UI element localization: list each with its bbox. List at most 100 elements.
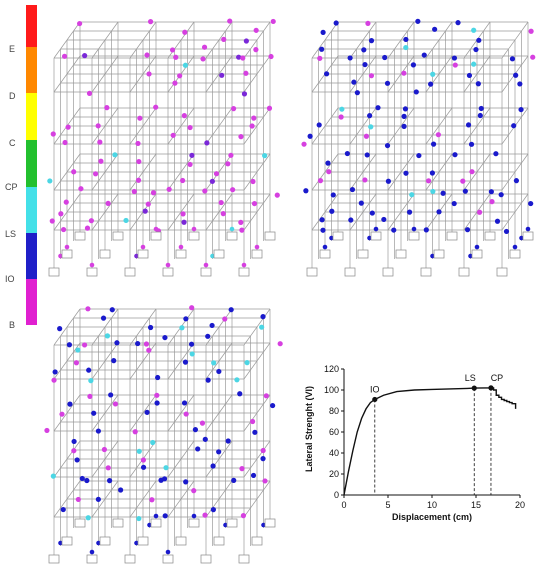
support-block bbox=[188, 518, 200, 528]
hinge-point bbox=[274, 192, 280, 198]
hinge-point bbox=[163, 465, 169, 471]
hinge-point bbox=[136, 448, 142, 454]
hinge-point bbox=[317, 178, 324, 184]
hinge-point bbox=[86, 90, 93, 96]
base-hinge-point bbox=[165, 549, 171, 555]
hinge-point bbox=[137, 115, 143, 121]
hinge-point bbox=[251, 200, 258, 207]
hinge-point bbox=[228, 307, 234, 313]
hinge-point bbox=[347, 55, 353, 61]
y-tick-label: 20 bbox=[329, 469, 339, 479]
support-block bbox=[124, 554, 136, 564]
hinge-point bbox=[189, 305, 195, 311]
base-hinge-point bbox=[223, 522, 228, 528]
hinge-point bbox=[430, 188, 436, 195]
hinge-point bbox=[75, 496, 81, 503]
hinge-point bbox=[349, 186, 356, 193]
hinge-point bbox=[403, 36, 409, 43]
hinge-point bbox=[410, 62, 417, 68]
beam-y bbox=[243, 193, 271, 231]
hinge-point bbox=[466, 72, 473, 79]
support-block bbox=[213, 536, 225, 546]
hinge-point bbox=[123, 217, 129, 224]
support-block bbox=[74, 518, 86, 528]
support-block bbox=[99, 536, 111, 546]
hinge-point bbox=[301, 141, 307, 147]
frame-members bbox=[53, 21, 271, 268]
hinge-point bbox=[260, 447, 266, 454]
beam-y bbox=[205, 342, 233, 380]
hinge-point bbox=[455, 20, 461, 26]
hinge-point bbox=[489, 199, 495, 205]
frame-members bbox=[311, 21, 529, 268]
base-hinge-point bbox=[411, 226, 417, 232]
beam-y bbox=[349, 153, 377, 191]
hinge-point bbox=[170, 132, 176, 138]
hinge-point bbox=[391, 227, 397, 233]
hinge-point bbox=[202, 188, 208, 194]
scale-bar-ls bbox=[26, 233, 37, 279]
support-block bbox=[48, 554, 60, 564]
base-hinge-point bbox=[153, 226, 159, 232]
hinge-point bbox=[180, 211, 186, 217]
hinge-point bbox=[181, 113, 187, 119]
hinge-point bbox=[97, 139, 103, 145]
hinge-point bbox=[59, 411, 65, 417]
hinge-point bbox=[236, 54, 242, 60]
base-hinge-point bbox=[373, 226, 379, 232]
scale-label-b: B bbox=[9, 320, 15, 330]
beam-y bbox=[311, 153, 339, 191]
support-block bbox=[471, 249, 483, 259]
hinge-point bbox=[436, 209, 442, 215]
x-tick-label: 20 bbox=[515, 500, 525, 510]
beam-y bbox=[91, 55, 119, 93]
hinge-point bbox=[79, 475, 85, 482]
hinge-point bbox=[462, 188, 468, 194]
base-hinge-point bbox=[140, 244, 146, 250]
hinge-point bbox=[234, 377, 240, 383]
hinge-point bbox=[181, 400, 188, 406]
hinge-point bbox=[262, 478, 268, 484]
hinge-point bbox=[118, 487, 124, 493]
hinge-point bbox=[95, 428, 101, 434]
hinge-point bbox=[494, 218, 501, 224]
hinge-point bbox=[406, 209, 413, 215]
hinge-point bbox=[435, 132, 442, 138]
beam-y bbox=[91, 21, 119, 59]
hinge-point bbox=[530, 54, 536, 60]
hinge-point bbox=[73, 360, 80, 366]
hinge-point bbox=[61, 53, 68, 59]
hinge-point bbox=[173, 54, 179, 60]
hinge-point bbox=[231, 477, 237, 483]
beam-y bbox=[311, 21, 339, 59]
hinge-point bbox=[187, 161, 193, 168]
beam-y bbox=[205, 308, 233, 346]
beam-y bbox=[129, 55, 157, 93]
hinge-point bbox=[452, 62, 458, 68]
hinge-point bbox=[225, 438, 231, 444]
beam-y bbox=[205, 55, 233, 93]
frame-ls-view bbox=[301, 18, 536, 277]
hinge-point bbox=[488, 189, 494, 195]
hinge-point bbox=[464, 227, 471, 233]
chart-curve bbox=[343, 387, 517, 496]
support-block bbox=[112, 518, 124, 528]
hinge-point bbox=[528, 28, 534, 34]
hinge-point bbox=[413, 89, 419, 95]
support-block bbox=[137, 536, 149, 546]
support-block bbox=[226, 518, 238, 528]
hinge-point bbox=[98, 158, 104, 164]
beam-y bbox=[349, 107, 377, 145]
hinge-point bbox=[354, 90, 360, 96]
performance-point bbox=[372, 396, 378, 403]
hinge-point bbox=[498, 192, 504, 198]
hinge-point bbox=[60, 226, 67, 233]
hinge-point bbox=[200, 56, 206, 62]
beam-y bbox=[311, 193, 339, 231]
hinge-point bbox=[154, 392, 160, 398]
beam-y bbox=[91, 480, 119, 518]
hinge-point bbox=[517, 81, 523, 87]
pushover-curve-chart: 0 5 10 15 20 0 20 40 60 80 100 120 IO LS CP Lateral S… bbox=[304, 364, 525, 522]
hinge-point bbox=[513, 72, 519, 78]
hinge-point bbox=[320, 227, 326, 233]
